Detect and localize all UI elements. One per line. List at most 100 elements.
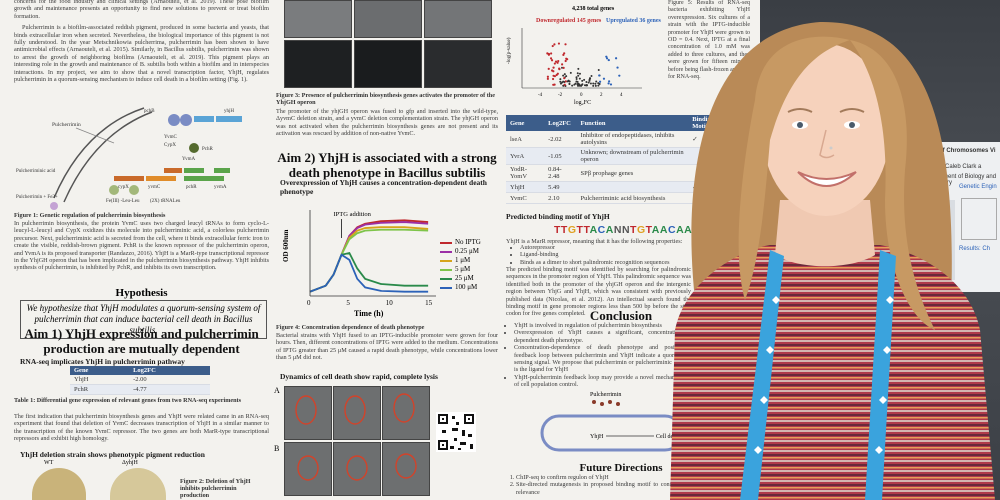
hypothesis-box: We hypothesize that YhjH modulates a quo… bbox=[20, 300, 267, 339]
volcano-point bbox=[576, 80, 579, 83]
x-tick: 0 bbox=[307, 299, 311, 307]
table2-cell: Inhibitor of endopeptidases, inhibits au… bbox=[576, 131, 689, 148]
volcano-point bbox=[569, 71, 572, 74]
fig1-label-pchr: PchR bbox=[202, 147, 214, 152]
volcano-point-up bbox=[618, 74, 621, 77]
volcano-point bbox=[597, 84, 600, 87]
volcano-point bbox=[559, 80, 562, 83]
table1-cell: -2.00 bbox=[129, 375, 210, 385]
lanyard-right bbox=[865, 250, 896, 500]
qr-code[interactable] bbox=[436, 412, 476, 452]
volcano-point bbox=[586, 84, 589, 87]
motif-letter: A bbox=[651, 224, 660, 236]
volcano-point-down bbox=[563, 77, 566, 80]
lysis-frame bbox=[284, 442, 332, 496]
legend-item: 5 μM bbox=[440, 265, 481, 274]
table1-header-log2fc: Log2FC bbox=[129, 366, 210, 375]
volcano-xtick: 2 bbox=[600, 93, 603, 98]
fig5-label-a: A bbox=[274, 386, 280, 395]
volcano-point-down bbox=[563, 83, 566, 86]
volcano-point bbox=[559, 78, 562, 81]
table2-cell: SPβ prophage genes bbox=[576, 164, 689, 182]
nose-ring bbox=[829, 146, 833, 150]
motif-letter: A bbox=[605, 224, 614, 236]
table2-cell: -1.05 bbox=[544, 147, 577, 165]
fig4-caption: Figure 4: Concentration dependence of de… bbox=[276, 324, 425, 331]
list-item: Overexpression of YhjH causes a signific… bbox=[514, 329, 684, 344]
table2-cell: lseA bbox=[506, 131, 545, 148]
table1-text: The first indication that pulcherrimin b… bbox=[14, 413, 269, 443]
volcano-point bbox=[565, 75, 568, 78]
volcano-point bbox=[568, 80, 571, 83]
table2-cell: -2.02 bbox=[544, 131, 577, 148]
motif-title: Predicted binding motif of YhjH bbox=[506, 212, 610, 221]
table1-cell: PchR bbox=[70, 384, 130, 395]
volcano-point bbox=[592, 84, 595, 87]
aim1-title: Aim 1) YhjH expression and pulcherrimin … bbox=[24, 326, 259, 356]
lysis-frame bbox=[382, 386, 430, 440]
motif-text-2: The predicted binding motif was identifi… bbox=[506, 266, 691, 318]
volcano-point-down bbox=[563, 52, 566, 55]
volcano-point bbox=[576, 83, 579, 86]
volcano-point-up bbox=[598, 74, 601, 77]
volcano-point bbox=[561, 66, 564, 69]
volcano-point bbox=[592, 82, 595, 85]
volcano-point-down bbox=[546, 75, 549, 78]
fig3-text: The promoter of the yhjGH operon was fus… bbox=[276, 108, 498, 138]
list-item: Ligand-binding bbox=[520, 251, 720, 258]
volcano-up-label: Upregulated 36 genes bbox=[606, 18, 662, 24]
table-row: YhjH -2.00 bbox=[70, 375, 210, 385]
volcano-point bbox=[598, 82, 601, 85]
volcano-point bbox=[576, 72, 579, 75]
volcano-point-down bbox=[557, 59, 560, 63]
volcano-point-down bbox=[550, 52, 553, 55]
volcano-point-down bbox=[564, 80, 567, 83]
legend-swatch bbox=[440, 259, 452, 262]
volcano-point-down bbox=[552, 66, 555, 69]
table1: Gene Log2FC YhjH -2.00 PchR -4.77 bbox=[70, 366, 210, 395]
volcano-point-down bbox=[553, 43, 556, 46]
legend-label: 5 μM bbox=[455, 265, 471, 273]
chart-lines bbox=[309, 219, 429, 293]
fig1-label-pchr-gene: pchR bbox=[186, 185, 197, 190]
nose bbox=[819, 129, 835, 159]
motif-letter: C bbox=[667, 224, 677, 236]
volcano-point bbox=[597, 69, 600, 72]
pulcherrimin-text: Pulcherrimin is a biofilm-associated red… bbox=[14, 24, 269, 84]
fig1-text: In pulcherrimin biosynthesis, the protei… bbox=[14, 220, 269, 272]
motif-letter: G bbox=[567, 224, 577, 236]
legend-label: 25 μM bbox=[455, 274, 474, 282]
series-line-4 bbox=[309, 251, 429, 293]
legend-swatch bbox=[440, 241, 452, 244]
pchr-protein bbox=[189, 143, 199, 153]
volcano-point bbox=[581, 79, 584, 82]
left-eyebrow bbox=[787, 108, 813, 113]
side-poster-title: ...rization of Chromosomes Vi bbox=[911, 148, 996, 154]
x-tick: 5 bbox=[346, 299, 350, 307]
fig5-title: Dynamics of cell death show rapid, compl… bbox=[280, 372, 438, 381]
table2-cell: 0.84-2.48 bbox=[544, 164, 577, 182]
table-row: lseA -2.02 Inhibitor of endopeptidases, in… bbox=[506, 131, 734, 148]
volcano-point-up bbox=[607, 58, 610, 62]
plate-label-deletion: ΔyhjH bbox=[122, 460, 138, 466]
table2-header: Gene bbox=[506, 115, 545, 131]
lysis-cell-outlines bbox=[295, 393, 417, 481]
volcano-point bbox=[562, 74, 565, 77]
fig5-label-b: B bbox=[274, 444, 280, 453]
list-item: Concentration-dependence of death phenot… bbox=[514, 344, 684, 374]
fig1-label-fe: Pulcherrimin + Fe3+ bbox=[16, 195, 58, 200]
fig1-label-cypx-gene: cypX bbox=[118, 185, 129, 190]
volcano-point bbox=[563, 73, 566, 76]
motif-letter: N bbox=[613, 224, 622, 236]
volcano-point bbox=[595, 80, 598, 83]
hypothesis-title: Hypothesis bbox=[115, 287, 168, 299]
table2-cell: YvmC bbox=[506, 192, 545, 204]
fig2-caption: Figure 2: Deletion of YhjH inhibits pulc… bbox=[180, 478, 251, 500]
fig1-label-pchb: pchB bbox=[144, 109, 155, 114]
x-axis-label: Time (h) bbox=[354, 309, 384, 318]
motif-text: YhjH is a MarR repressor, meaning that i… bbox=[506, 238, 683, 245]
list-item: ChIP-seq to confirm regulon of YhjH bbox=[516, 474, 716, 481]
fig1-label-yvmc: YvmC bbox=[164, 135, 177, 140]
striped-sweater bbox=[670, 245, 995, 500]
